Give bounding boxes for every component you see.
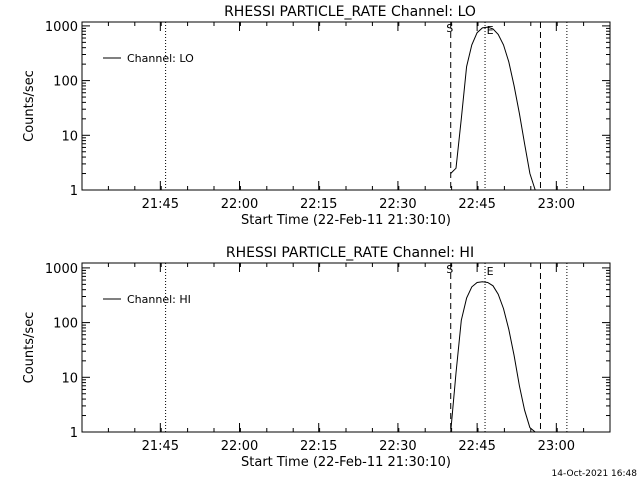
x-tick-label: 22:30 bbox=[379, 197, 416, 212]
x-tick-label: 22:15 bbox=[300, 439, 337, 454]
y-tick-label: 1 bbox=[70, 184, 78, 199]
x-tick-label: 22:45 bbox=[458, 439, 495, 454]
y-tick-label: 10 bbox=[61, 129, 78, 144]
x-tick-label: 21:45 bbox=[142, 197, 179, 212]
x-tick-label: 22:00 bbox=[221, 197, 258, 212]
y-tick-label: 100 bbox=[53, 317, 78, 332]
panel-hi: RHESSI PARTICLE_RATE Channel: HI 1 10 100 10… bbox=[22, 245, 611, 470]
x-axis-label: Start Time (22-Feb-11 21:30:10) bbox=[241, 455, 451, 470]
chart-title: RHESSI PARTICLE_RATE Channel: HI bbox=[226, 245, 474, 261]
x-tick-label: 22:15 bbox=[300, 197, 337, 212]
y-tick-label: 10 bbox=[61, 371, 78, 386]
legend-label: Channel: HI bbox=[127, 293, 191, 306]
x-tick-label: 22:00 bbox=[221, 439, 258, 454]
end-marker-label: E bbox=[487, 24, 494, 37]
series-line bbox=[450, 281, 536, 433]
end-marker-label: E bbox=[487, 265, 494, 278]
x-tick-label: 21:45 bbox=[142, 439, 179, 454]
start-marker-label: S bbox=[446, 263, 453, 276]
legend-label: Channel: LO bbox=[127, 52, 194, 65]
x-tick-label: 22:45 bbox=[458, 197, 495, 212]
x-tick-label: 23:00 bbox=[538, 197, 575, 212]
chart-title: RHESSI PARTICLE_RATE Channel: LO bbox=[224, 4, 476, 20]
y-tick-label: 1 bbox=[70, 426, 78, 441]
plot-frame bbox=[81, 21, 611, 191]
x-axis-label: Start Time (22-Feb-11 21:30:10) bbox=[241, 213, 451, 228]
x-tick-label: 22:30 bbox=[379, 439, 416, 454]
plot-frame bbox=[81, 262, 611, 433]
y-tick-label: 1000 bbox=[45, 262, 78, 277]
y-axis-label: Counts/sec bbox=[22, 312, 37, 384]
x-tick-label: 23:00 bbox=[538, 439, 575, 454]
panel-lo: RHESSI PARTICLE_RATE Channel: LO 1 10 100 10… bbox=[22, 4, 611, 228]
start-marker-label: S bbox=[446, 22, 453, 35]
timestamp-stamp: 14-Oct-2021 16:48 bbox=[552, 469, 638, 479]
y-axis-label: Counts/sec bbox=[22, 70, 37, 142]
series-line bbox=[450, 26, 536, 191]
y-tick-label: 1000 bbox=[45, 20, 78, 35]
y-tick-label: 100 bbox=[53, 75, 78, 90]
